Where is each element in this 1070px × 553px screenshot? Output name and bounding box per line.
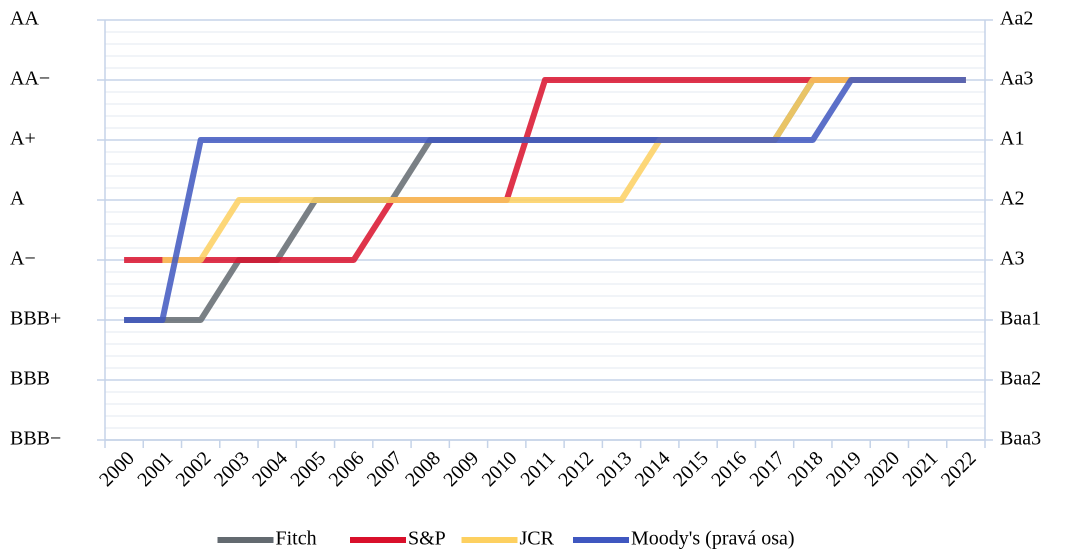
x-tick-label: 2015 xyxy=(669,447,713,491)
series-line xyxy=(162,77,966,263)
y-tick-label: A− xyxy=(10,248,36,270)
x-tick-label: 2019 xyxy=(822,447,866,491)
x-tick-label: 2011 xyxy=(516,447,559,490)
legend-label: Fitch xyxy=(276,528,317,550)
x-tick-label: 2022 xyxy=(937,447,981,491)
x-tick-label: 2020 xyxy=(860,447,904,491)
legend-label: JCR xyxy=(520,528,555,550)
x-tick-label: 2018 xyxy=(784,447,828,491)
y-tick-label: A xyxy=(10,188,25,210)
y2-tick-label: A1 xyxy=(1000,128,1024,150)
x-tick-label: 2006 xyxy=(325,447,369,491)
x-tick-label: 2014 xyxy=(631,447,675,491)
series-line xyxy=(124,77,966,323)
y2-tick-label: Aa3 xyxy=(1000,68,1033,90)
x-tick-label: 2017 xyxy=(746,447,790,491)
legend-label: S&P xyxy=(408,528,446,550)
x-tick-label: 2007 xyxy=(363,447,407,491)
legend-label: Moody's (pravá osa) xyxy=(631,528,795,550)
x-tick-label: 2021 xyxy=(899,447,943,491)
y2-tick-label: Baa1 xyxy=(1000,308,1041,330)
legend: Fitch S&P JCR Moody's (pravá osa) xyxy=(217,528,795,550)
x-tick-label: 2004 xyxy=(248,447,292,491)
x-tick-label: 2009 xyxy=(439,447,483,491)
y-tick-label: AA xyxy=(10,8,39,30)
x-tick-label: 2003 xyxy=(210,447,254,491)
y2-tick-label: A2 xyxy=(1000,188,1024,210)
x-tick-label: 2016 xyxy=(707,447,751,491)
y-tick-label: BBB+ xyxy=(10,308,61,330)
x-tick-label: 2010 xyxy=(478,447,522,491)
y2-tick-label: Aa2 xyxy=(1000,8,1033,30)
x-tick-label: 2012 xyxy=(554,447,598,491)
y-tick-label: BBB xyxy=(10,368,50,390)
x-tick-label: 2002 xyxy=(172,447,216,491)
y-tick-label: AA− xyxy=(10,68,50,90)
x-tick-label: 2001 xyxy=(133,447,177,491)
series-line xyxy=(124,77,966,263)
y-tick-label: A+ xyxy=(10,128,36,150)
y2-tick-label: A3 xyxy=(1000,248,1024,270)
y2-tick-label: Baa3 xyxy=(1000,428,1041,450)
y-tick-label: BBB− xyxy=(10,428,61,450)
y2-tick-label: Baa2 xyxy=(1000,368,1041,390)
x-tick-label: 2000 xyxy=(95,447,139,491)
x-tick-label: 2013 xyxy=(592,447,636,491)
x-tick-label: 2008 xyxy=(401,447,445,491)
x-tick-label: 2005 xyxy=(286,447,330,491)
